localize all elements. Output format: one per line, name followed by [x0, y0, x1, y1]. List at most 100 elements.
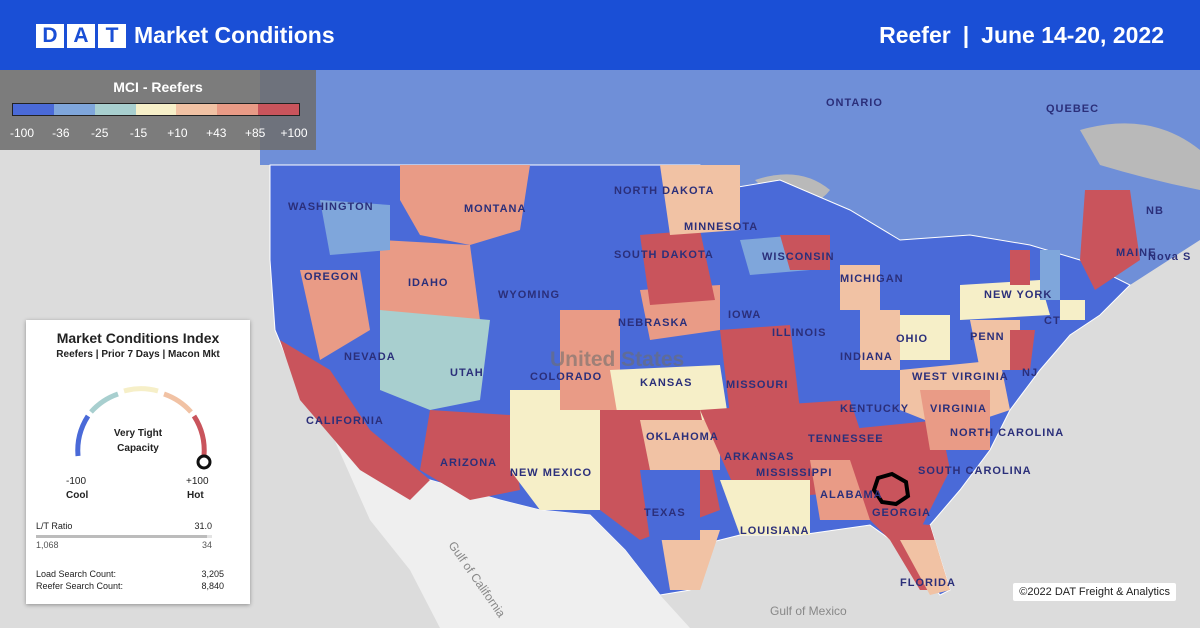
zone-vermont-nh: [1040, 250, 1060, 300]
state-label-quebec: QUEBEC: [1046, 103, 1099, 115]
capacity-status-line1: Very Tight: [113, 428, 163, 439]
state-label-virginia: VIRGINIA: [930, 403, 987, 415]
load-search-value: 3,205: [201, 569, 224, 579]
state-label-nova-s: Nova S: [1148, 251, 1191, 263]
map-area[interactable]: United States ONTARIO QUEBEC WASHINGTON MON…: [0, 70, 1200, 628]
state-label-louisiana: LOUISIANA: [740, 525, 810, 537]
market-conditions-card: Market Conditions Index Reefers | Prior …: [26, 320, 250, 604]
macon-market-outline[interactable]: [871, 471, 911, 507]
gauge-indicator: [196, 454, 212, 470]
card-title: Market Conditions Index: [56, 330, 220, 346]
gauge-min-label: Cool: [66, 490, 89, 501]
zone-texas-central: [640, 470, 700, 540]
state-label-florida: FLORIDA: [900, 577, 956, 589]
legend-swatch-0: [13, 104, 54, 115]
gauge-seg-cool2: [89, 391, 119, 414]
state-label-illinois: ILLINOIS: [772, 327, 826, 339]
lt-ratio-bar-fill: [36, 535, 207, 538]
state-label-alabama: ALABAMA: [820, 489, 883, 501]
legend-tick-7: +100: [280, 126, 308, 140]
map-canvas[interactable]: United States ONTARIO QUEBEC WASHINGTON MON…: [0, 70, 1200, 628]
state-label-penn: PENN: [970, 331, 1005, 343]
state-label-maine: MAINE: [1116, 247, 1156, 259]
gauge-seg-hot: [191, 414, 207, 457]
state-label-kentucky: KENTUCKY: [840, 403, 909, 415]
state-label-minnesota: MINNESOTA: [684, 221, 758, 233]
state-label-south-dakota: SOUTH DAKOTA: [614, 249, 714, 261]
gauge-seg-cool: [75, 414, 91, 457]
zone-oklahoma: [640, 420, 720, 470]
state-label-oklahoma: OKLAHOMA: [646, 431, 719, 443]
state-label-idaho: IDAHO: [408, 277, 448, 289]
logo-letter-d: D: [36, 24, 64, 48]
zone-montana: [400, 165, 530, 245]
legend-swatch-1: [53, 104, 95, 115]
zone-massachusetts: [1060, 300, 1085, 320]
state-label-montana: MONTANA: [464, 203, 526, 215]
state-label-west-virginia: WEST VIRGINIA: [912, 371, 1009, 383]
zone-louisiana-mississippi: [720, 480, 810, 535]
zone-michigan-south: [840, 265, 880, 310]
state-label-missouri: MISSOURI: [726, 379, 788, 391]
legend-swatch-2: [94, 104, 136, 115]
reefer-search-row: Reefer Search Count: 8,840: [36, 581, 224, 591]
load-search-label: Load Search Count:: [36, 569, 117, 579]
state-label-indiana: INDIANA: [840, 351, 893, 363]
loads-value: 1,068: [36, 540, 59, 550]
lt-ratio-value: 31.0: [194, 521, 212, 531]
legend-ticks: -100 -36 -25 -15 +10 +43 +85 +100: [0, 126, 316, 142]
zone-colorado: [560, 310, 620, 410]
state-label-oregon: OREGON: [304, 271, 359, 283]
state-label-nb: NB: [1146, 205, 1164, 217]
zone-maine: [1080, 190, 1140, 290]
state-label-north-carolina: NORTH CAROLINA: [950, 427, 1064, 439]
state-label-washington: WASHINGTON: [288, 201, 374, 213]
header-separator: |: [962, 22, 970, 48]
reefer-search-label: Reefer Search Count:: [36, 581, 124, 591]
legend-tick-1: -36: [52, 126, 70, 140]
state-label-wyoming: WYOMING: [498, 289, 560, 301]
header-bar: D A T Market Conditions Reefer | June 14…: [0, 0, 1200, 70]
legend-swatch-3: [135, 104, 177, 115]
legend-tick-4: +10: [167, 126, 188, 140]
gauge-max-value: +100: [186, 476, 209, 487]
lt-ratio-bar: [36, 535, 212, 538]
capacity-status: Very Tight Capacity: [26, 426, 250, 456]
zone-ny-north: [1010, 250, 1030, 285]
state-label-ohio: OHIO: [896, 333, 928, 345]
country-label-usa: United States: [550, 348, 684, 371]
legend-title: MCI - Reefers: [113, 79, 203, 95]
state-label-kansas: KANSAS: [640, 377, 692, 389]
zone-south-dakota-east: [640, 230, 715, 305]
legend-color-scale: [12, 103, 300, 116]
mci-legend: MCI - Reefers -100 -36 -25 -15 +10 +43 +85 +100: [0, 70, 316, 150]
lt-ratio-label: L/T Ratio: [36, 521, 73, 531]
legend-tick-0: -100: [9, 126, 35, 140]
state-label-ontario: ONTARIO: [826, 97, 883, 109]
gauge-min-value: -100: [66, 476, 87, 487]
legend-swatch-5: [217, 104, 259, 115]
zone-arizona-south: [420, 410, 520, 500]
state-label-north-dakota: NORTH DAKOTA: [614, 185, 714, 197]
gauge-seg-neutral: [123, 386, 159, 394]
zone-nevada-utah: [380, 310, 490, 410]
page-title: Market Conditions: [134, 22, 335, 48]
state-label-mississippi: MISSISSIPPI: [756, 467, 832, 479]
zone-penn: [970, 320, 1020, 370]
dat-logo: D A T: [36, 24, 126, 48]
water-label-gulf-of-mexico: Gulf of Mexico: [770, 604, 847, 618]
zone-california: [280, 340, 430, 500]
zone-ohio: [900, 315, 950, 360]
loads-trucks-row: 1,068 34: [36, 540, 212, 550]
logo-letter-a: A: [67, 24, 95, 48]
state-label-iowa: IOWA: [728, 309, 761, 321]
state-label-new-mexico: NEW MEXICO: [510, 467, 592, 479]
legend-tick-6: +85: [244, 126, 266, 140]
state-label-nj: NJ: [1022, 367, 1038, 379]
gauge-max-label: Hot: [187, 490, 204, 501]
mci-gauge: [75, 386, 212, 470]
legend-tick-2: -25: [91, 126, 109, 140]
state-label-arkansas: ARKANSAS: [724, 451, 794, 463]
state-label-wisconsin: WISCONSIN: [762, 251, 835, 263]
zone-texas-south: [660, 530, 720, 590]
